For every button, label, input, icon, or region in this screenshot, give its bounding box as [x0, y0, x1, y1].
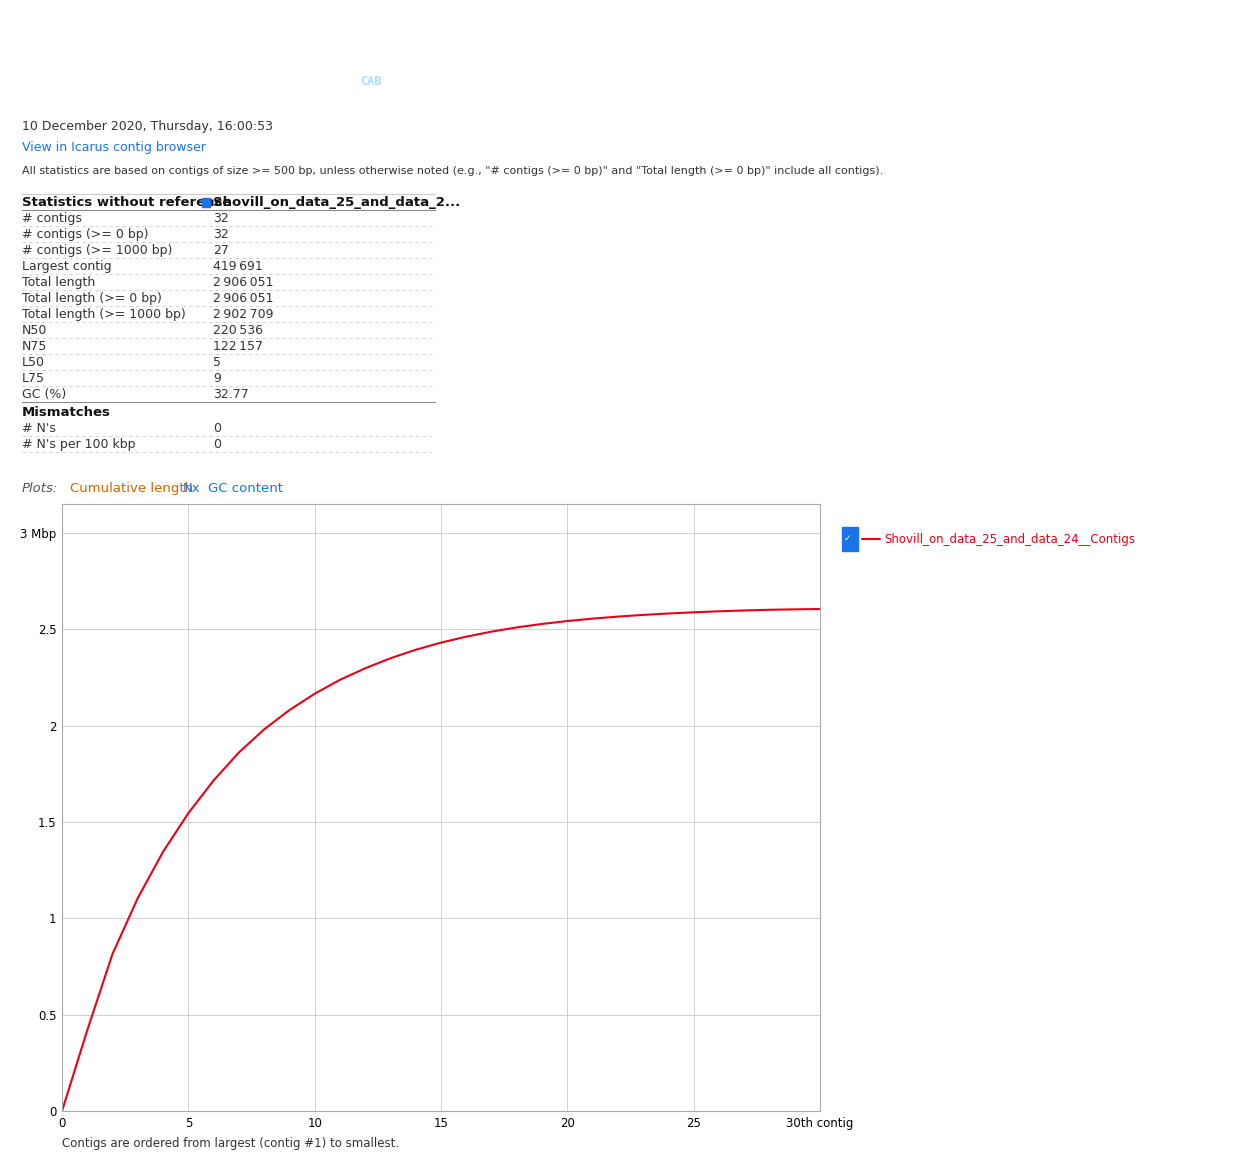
Text: GC content: GC content — [208, 482, 282, 495]
Text: QUAST: QUAST — [20, 22, 120, 55]
Text: Total length (>= 1000 bp): Total length (>= 1000 bp) — [22, 308, 186, 321]
Text: L75: L75 — [22, 372, 45, 385]
Text: Statistics without reference: Statistics without reference — [22, 197, 231, 210]
Text: ✓: ✓ — [844, 534, 851, 543]
Text: Largest contig: Largest contig — [22, 260, 111, 273]
Text: 220 536: 220 536 — [213, 324, 262, 337]
Bar — [842, 527, 858, 552]
Text: 0: 0 — [213, 438, 221, 451]
Text: Total length (>= 0 bp): Total length (>= 0 bp) — [22, 293, 162, 306]
Text: 122 157: 122 157 — [213, 341, 262, 354]
Text: 0: 0 — [213, 422, 221, 436]
Text: # contigs (>= 1000 bp): # contigs (>= 1000 bp) — [22, 245, 172, 258]
Text: 32: 32 — [213, 212, 229, 225]
Text: Quality Assessment Tool for Genome Assemblies by: Quality Assessment Tool for Genome Assem… — [20, 75, 369, 88]
Text: View in Icarus contig browser: View in Icarus contig browser — [22, 142, 206, 155]
Text: 27: 27 — [213, 245, 229, 258]
Text: 419 691: 419 691 — [213, 260, 262, 273]
Bar — [202, 198, 210, 207]
Text: All statistics are based on contigs of size >= 500 bp, unless otherwise noted (e: All statistics are based on contigs of s… — [22, 166, 884, 177]
Text: 2 906 051: 2 906 051 — [213, 293, 274, 306]
Text: 32.77: 32.77 — [213, 388, 249, 402]
Text: # N's: # N's — [22, 422, 56, 436]
Text: N75: N75 — [22, 341, 48, 354]
Text: CAB: CAB — [360, 75, 381, 88]
Text: Mismatches: Mismatches — [22, 406, 111, 419]
Text: Shovill_on_data_25_and_data_2...: Shovill_on_data_25_and_data_2... — [213, 197, 460, 210]
Text: L50: L50 — [22, 356, 45, 369]
Text: 2 906 051: 2 906 051 — [213, 276, 274, 289]
Text: 10 December 2020, Thursday, 16:00:53: 10 December 2020, Thursday, 16:00:53 — [22, 119, 272, 132]
Text: Plots:: Plots: — [22, 482, 59, 495]
Text: 32: 32 — [213, 228, 229, 241]
Text: Total length: Total length — [22, 276, 95, 289]
Text: # N's per 100 kbp: # N's per 100 kbp — [22, 438, 135, 451]
Text: # contigs (>= 0 bp): # contigs (>= 0 bp) — [22, 228, 149, 241]
Text: Nx: Nx — [182, 482, 200, 495]
Text: 5: 5 — [213, 356, 221, 369]
Text: N50: N50 — [22, 324, 48, 337]
Text: Shovill_on_data_25_and_data_24__Contigs: Shovill_on_data_25_and_data_24__Contigs — [884, 533, 1135, 546]
Text: GC (%): GC (%) — [22, 388, 66, 402]
Text: Cumulative length: Cumulative length — [70, 482, 192, 495]
Text: 9: 9 — [213, 372, 221, 385]
Text: Contigs are ordered from largest (contig #1) to smallest.: Contigs are ordered from largest (contig… — [62, 1137, 399, 1150]
Text: 2 902 709: 2 902 709 — [213, 308, 274, 321]
Text: # contigs: # contigs — [22, 212, 82, 225]
